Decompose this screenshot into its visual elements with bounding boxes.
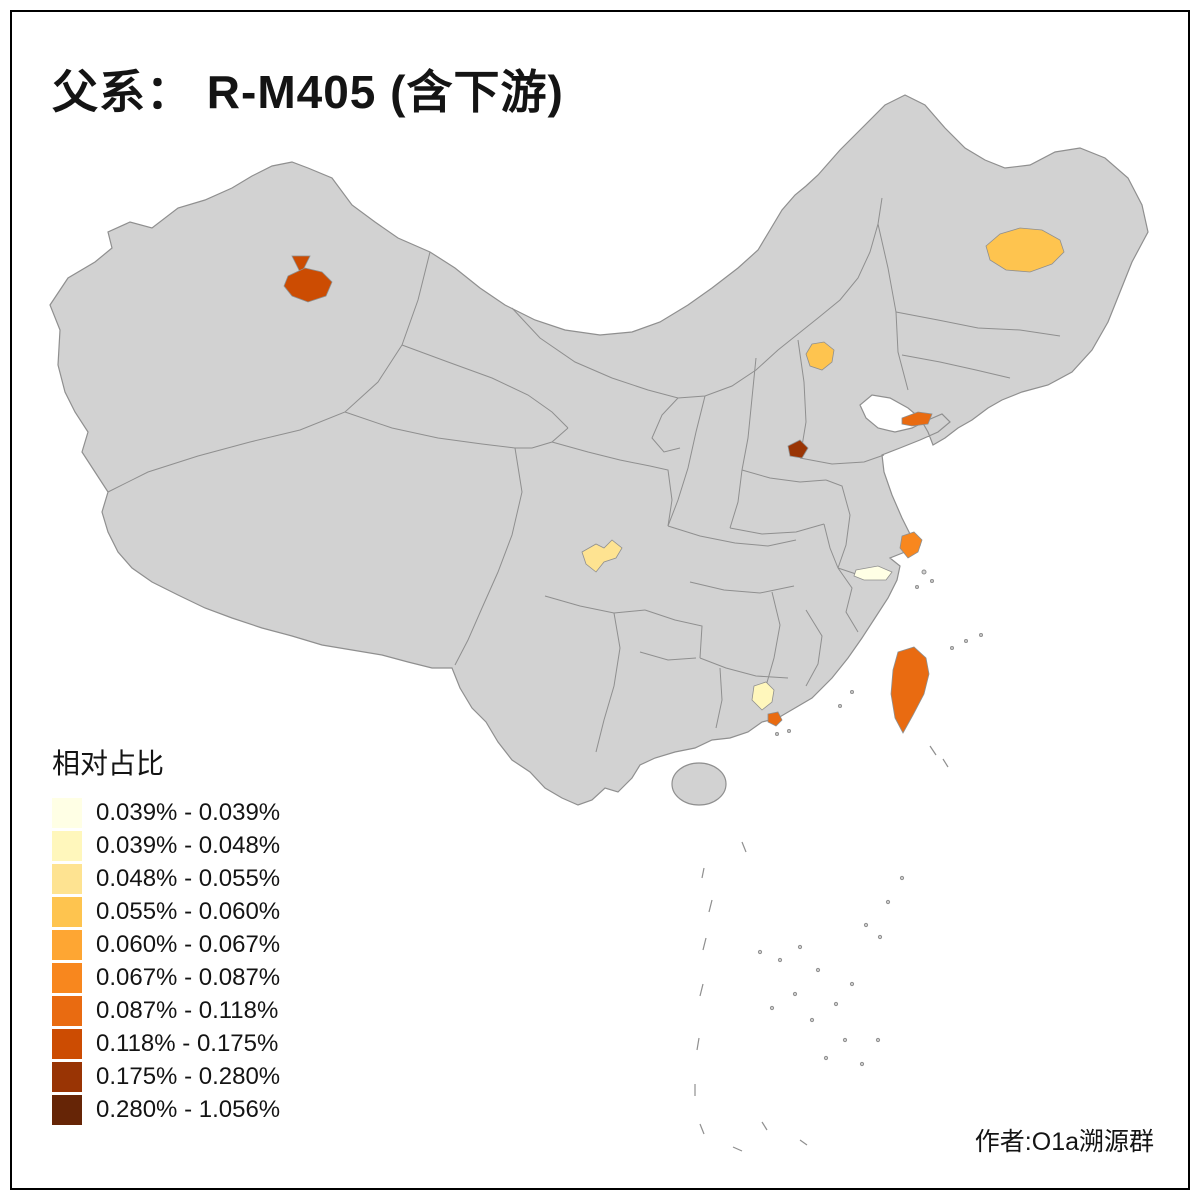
author-credit: 作者:O1a溯源群 (974, 1128, 1154, 1156)
region-chengdu-area (581, 539, 623, 573)
legend-swatch (52, 864, 82, 894)
region-xinjiang-north (283, 267, 333, 303)
mainland-outline (49, 94, 1149, 806)
legend-item: 0.118% - 0.175% (52, 1029, 280, 1059)
legend-item-label: 0.118% - 0.175% (96, 1030, 279, 1057)
legend-item: 0.048% - 0.055% (52, 864, 280, 894)
legend-item: 0.067% - 0.087% (52, 963, 280, 993)
legend-swatch (52, 996, 82, 1026)
legend-item-label: 0.039% - 0.039% (96, 799, 281, 826)
legend-item: 0.060% - 0.067% (52, 930, 280, 960)
legend-swatch (52, 1029, 82, 1059)
legend-item-label: 0.280% - 1.056% (96, 1096, 281, 1123)
hainan-island (671, 762, 727, 806)
region-zhejiang-north (853, 565, 893, 581)
legend-item-label: 0.055% - 0.060% (96, 898, 281, 925)
region-guangdong-pearl-small (767, 711, 783, 727)
small-islands (694, 569, 983, 1152)
province-borders (107, 197, 1061, 753)
region-shandong-peninsula-tip (901, 411, 933, 427)
region-shanghai (899, 531, 923, 559)
region-taiwan (890, 646, 930, 734)
region-guangdong-pearl-west (751, 681, 775, 711)
legend-item: 0.087% - 0.118% (52, 996, 280, 1026)
legend-item-label: 0.087% - 0.118% (96, 997, 279, 1024)
region-shandong-west (787, 439, 809, 459)
legend: 相对占比 0.039% - 0.039% 0.039% - 0.048% 0.0… (52, 742, 280, 1128)
legend-swatch (52, 831, 82, 861)
legend-item-label: 0.067% - 0.087% (96, 964, 281, 991)
region-beijing (805, 341, 835, 371)
legend-swatch (52, 798, 82, 828)
region-heilongjiang-central (985, 227, 1065, 273)
legend-item-label: 0.039% - 0.048% (96, 832, 281, 859)
region-xinjiang-north-flag (291, 255, 311, 275)
legend-swatch (52, 930, 82, 960)
legend-item-label: 0.048% - 0.055% (96, 865, 281, 892)
legend-swatch (52, 1062, 82, 1092)
legend-item-label: 0.060% - 0.067% (96, 931, 281, 958)
legend-item: 0.039% - 0.048% (52, 831, 280, 861)
legend-swatch (52, 1095, 82, 1125)
legend-item: 0.280% - 1.056% (52, 1095, 280, 1125)
legend-swatch (52, 897, 82, 927)
legend-item: 0.039% - 0.039% (52, 798, 280, 828)
plot-frame (10, 10, 1190, 1190)
legend-title: 相对占比 (52, 748, 165, 779)
legend-swatch (52, 963, 82, 993)
plot-title: 父系： R-M405 (含下游) (52, 66, 564, 118)
legend-item: 0.055% - 0.060% (52, 897, 280, 927)
legend-item-label: 0.175% - 0.280% (96, 1063, 281, 1090)
legend-item: 0.175% - 0.280% (52, 1062, 280, 1092)
